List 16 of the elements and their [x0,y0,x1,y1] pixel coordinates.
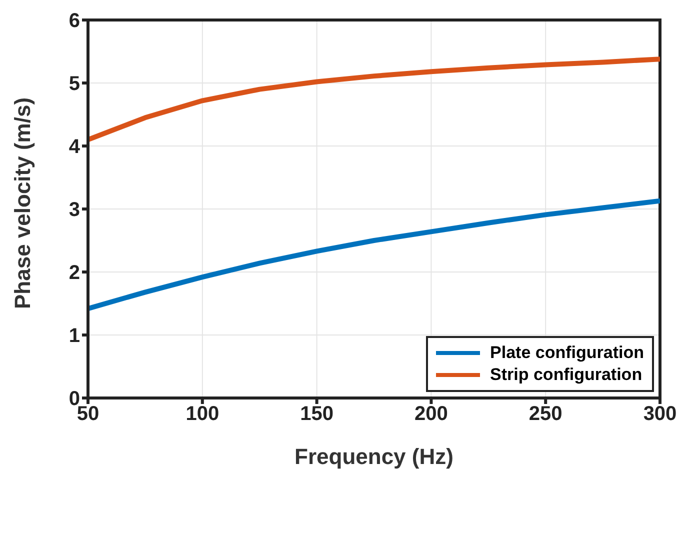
x-tick-label: 250 [528,403,562,426]
legend-label: Plate configuration [490,343,644,363]
y-tick-label: 2 [68,262,80,284]
y-axis-title: Phase velocity (m/s) [10,97,35,309]
y-tick-label: 1 [68,325,80,348]
y-tick-label: 3 [68,199,80,222]
y-tick-label: 6 [68,10,80,32]
x-tick-label: 100 [186,403,220,426]
x-tick-label: 50 [76,403,100,426]
legend-label: Strip configuration [490,365,642,385]
x-tick-label: 300 [643,403,677,426]
y-tick-label: 5 [68,73,80,96]
y-tick-label: 4 [68,136,81,158]
x-axis-title: Frequency (Hz) [294,444,454,469]
x-tick-label: 200 [414,403,448,426]
x-tick-label: 150 [300,403,334,426]
